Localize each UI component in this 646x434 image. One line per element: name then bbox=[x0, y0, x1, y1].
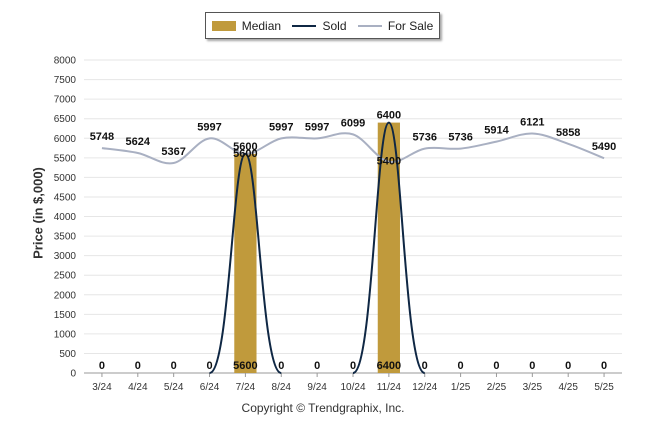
x-tick-label: 2/25 bbox=[487, 382, 507, 393]
for-sale-data-label: 5367 bbox=[161, 146, 185, 158]
x-tick-label: 5/24 bbox=[164, 382, 184, 393]
for-sale-data-label: 5858 bbox=[556, 127, 580, 139]
x-tick-label: 7/24 bbox=[236, 382, 256, 393]
bar-top-label: 6400 bbox=[377, 110, 401, 122]
y-tick-label: 2000 bbox=[54, 290, 77, 301]
x-tick-label: 4/24 bbox=[128, 382, 148, 393]
for-sale-data-label: 5997 bbox=[305, 121, 329, 133]
y-tick-label: 2500 bbox=[54, 271, 77, 282]
bar-top-label: 5600 bbox=[233, 141, 257, 153]
y-tick-label: 7500 bbox=[54, 75, 77, 86]
x-tick-label: 8/24 bbox=[272, 382, 292, 393]
x-tick-label: 3/25 bbox=[523, 382, 543, 393]
bar-value-label: 0 bbox=[601, 360, 607, 372]
y-tick-label: 4000 bbox=[54, 212, 77, 223]
for-sale-data-label: 5400 bbox=[377, 156, 401, 168]
y-tick-label: 3000 bbox=[54, 251, 77, 262]
bar-value-label: 5600 bbox=[233, 360, 257, 372]
y-tick-label: 1500 bbox=[54, 310, 77, 321]
bar-value-label: 0 bbox=[529, 360, 535, 372]
sold-line bbox=[352, 121, 426, 374]
bar-value-label: 0 bbox=[314, 360, 320, 372]
for-sale-data-label: 5736 bbox=[448, 132, 472, 144]
bar-value-label: 0 bbox=[171, 360, 177, 372]
y-tick-label: 1000 bbox=[54, 329, 77, 340]
for-sale-data-label: 5997 bbox=[269, 121, 293, 133]
legend-item-for-sale[interactable]: For Sale bbox=[357, 18, 434, 33]
for-sale-line bbox=[101, 132, 605, 165]
x-tick-label: 6/24 bbox=[200, 382, 220, 393]
bar-value-label: 0 bbox=[565, 360, 571, 372]
x-tick-label: 10/24 bbox=[340, 382, 365, 393]
bar-value-label: 0 bbox=[99, 360, 105, 372]
y-tick-label: 0 bbox=[70, 369, 76, 380]
for-sale-data-label: 5997 bbox=[197, 121, 221, 133]
y-tick-label: 8000 bbox=[54, 56, 77, 67]
y-tick-label: 7000 bbox=[54, 95, 77, 106]
for-sale-data-label: 5748 bbox=[90, 131, 114, 143]
x-tick-label: 4/25 bbox=[558, 382, 578, 393]
x-tick-label: 12/24 bbox=[412, 382, 437, 393]
for-sale-data-label: 5600 bbox=[233, 148, 257, 160]
bar-value-label: 0 bbox=[206, 360, 212, 372]
bar-value-label: 0 bbox=[278, 360, 284, 372]
x-tick-label: 1/25 bbox=[451, 382, 471, 393]
y-tick-label: 4500 bbox=[54, 192, 77, 203]
bar-value-label: 0 bbox=[422, 360, 428, 372]
for-sale-data-label: 6099 bbox=[341, 117, 365, 129]
legend-label-sold: Sold bbox=[322, 18, 347, 33]
for-sale-data-label: 5736 bbox=[412, 132, 436, 144]
x-tick-label: 5/25 bbox=[594, 382, 614, 393]
legend-swatch-sold bbox=[292, 24, 317, 27]
bar-value-label: 0 bbox=[135, 360, 141, 372]
y-tick-label: 5000 bbox=[54, 173, 77, 184]
y-tick-label: 5500 bbox=[54, 153, 77, 164]
legend-swatch-median bbox=[211, 20, 236, 31]
copyright-footer: Copyright © Trendgraphix, Inc. bbox=[241, 401, 405, 415]
legend-label-for-sale: For Sale bbox=[387, 18, 434, 33]
x-tick-label: 9/24 bbox=[307, 382, 327, 393]
for-sale-data-label: 5914 bbox=[484, 125, 509, 137]
bar-value-label: 0 bbox=[350, 360, 356, 372]
legend-item-sold[interactable]: Sold bbox=[292, 18, 347, 33]
y-tick-label: 3500 bbox=[54, 232, 77, 243]
y-tick-label: 6500 bbox=[54, 114, 77, 125]
y-axis-label: Price (in $,000) bbox=[30, 167, 46, 259]
x-tick-label: 3/24 bbox=[92, 382, 112, 393]
legend-swatch-for-sale bbox=[357, 24, 382, 27]
median-bar bbox=[377, 122, 400, 373]
for-sale-data-label: 6121 bbox=[520, 117, 544, 129]
bar-value-label: 6400 bbox=[377, 360, 401, 372]
for-sale-data-label: 5624 bbox=[126, 136, 151, 148]
sold-line bbox=[209, 152, 282, 374]
bar-value-label: 0 bbox=[493, 360, 499, 372]
legend-label-median: Median bbox=[241, 18, 282, 33]
x-tick-label: 11/24 bbox=[377, 382, 402, 393]
legend-item-median[interactable]: Median bbox=[211, 18, 282, 33]
y-tick-label: 500 bbox=[59, 349, 76, 360]
legend: Median Sold For Sale bbox=[205, 12, 440, 39]
for-sale-data-label: 5490 bbox=[592, 141, 616, 153]
bar-value-label: 0 bbox=[458, 360, 464, 372]
y-tick-label: 6000 bbox=[54, 134, 77, 145]
median-bar bbox=[234, 153, 257, 373]
